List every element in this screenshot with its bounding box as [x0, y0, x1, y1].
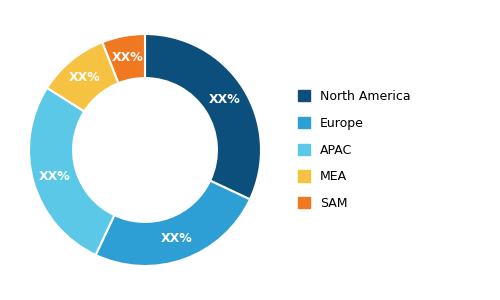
Text: XX%: XX% — [69, 71, 101, 84]
Text: XX%: XX% — [39, 170, 70, 183]
Text: XX%: XX% — [208, 93, 240, 106]
Text: XX%: XX% — [161, 232, 192, 245]
Wedge shape — [29, 88, 114, 255]
Text: XX%: XX% — [112, 51, 144, 64]
Wedge shape — [102, 34, 145, 83]
Legend: North America, Europe, APAC, MEA, SAM: North America, Europe, APAC, MEA, SAM — [292, 85, 416, 215]
Wedge shape — [47, 42, 118, 112]
Wedge shape — [145, 34, 261, 200]
Wedge shape — [96, 181, 250, 266]
